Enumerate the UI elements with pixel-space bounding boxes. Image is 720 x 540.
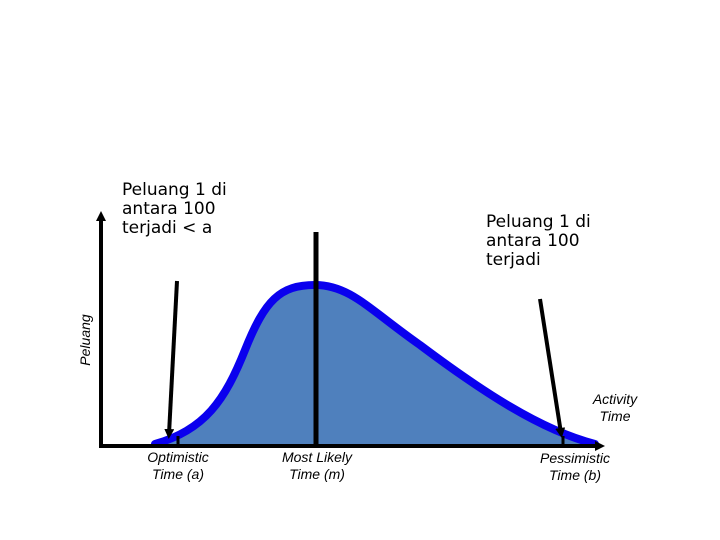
x-axis-label: Activity Time xyxy=(592,391,638,424)
label-most-likely-time: Most Likely Time (m) xyxy=(281,449,353,482)
pointer-arrow-left xyxy=(164,280,179,439)
annotation-right: Peluang 1 di antara 100 terjadi xyxy=(486,212,591,270)
distribution-area xyxy=(155,285,595,444)
label-optimistic-time: Optimistic Time (a) xyxy=(147,449,209,482)
distribution-curve xyxy=(151,281,599,448)
label-pessimistic-time: Pessimistic Time (b) xyxy=(539,450,610,483)
pointer-arrow-right xyxy=(538,298,566,438)
y-axis-label: Peluang xyxy=(77,314,93,366)
annotation-left: Peluang 1 di antara 100 terjadi < a xyxy=(122,180,227,238)
